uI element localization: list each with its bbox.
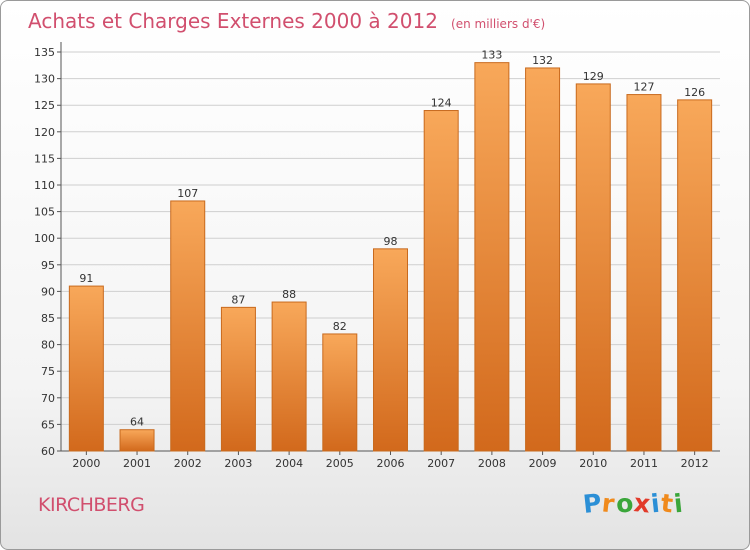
data-label-2010: 129 [583,70,604,83]
x-tick-label-2003: 2003 [224,457,252,470]
data-label-2007: 124 [431,97,452,110]
y-tick-label: 130 [34,73,55,86]
data-label-2002: 107 [177,187,198,200]
bar-2001 [119,429,155,452]
x-tick-label-2000: 2000 [72,457,100,470]
bar-2003 [220,306,256,452]
x-tick-label-2007: 2007 [427,457,455,470]
bar-2002 [170,200,206,452]
data-label-2004: 88 [282,288,296,301]
x-tick-label-2006: 2006 [377,457,405,470]
data-label-2011: 127 [633,81,654,94]
bar-2004 [271,301,307,452]
bar-2008 [474,62,510,452]
proxiti-logo[interactable]: Proxiti [582,488,685,519]
bar-2012 [677,99,713,452]
x-tick-label-2002: 2002 [174,457,202,470]
y-tick-label: 105 [34,206,55,219]
y-tick-label: 115 [34,152,55,165]
bar-2010 [575,83,611,452]
logo-letter: i [672,488,685,519]
y-tick-label: 135 [34,46,55,59]
x-tick-label-2001: 2001 [123,457,151,470]
data-label-2008: 133 [481,49,502,62]
bar-2000 [68,285,104,452]
y-tick-label: 85 [41,312,55,325]
x-tick-label-2012: 2012 [681,457,709,470]
x-tick-label-2011: 2011 [630,457,658,470]
data-label-2003: 87 [231,293,245,306]
y-tick-label: 65 [41,418,55,431]
data-label-2005: 82 [333,320,347,333]
data-labels: 91 64 107 87 88 82 98 124 133 132 129 127 126 [79,49,705,429]
x-tick-label-2008: 2008 [478,457,506,470]
data-label-2006: 98 [384,235,398,248]
y-tick-label: 70 [41,392,55,405]
data-label-2000: 91 [79,272,93,285]
bar-2009 [525,67,561,452]
y-tick-label: 80 [41,339,55,352]
y-tick-label: 100 [34,232,55,245]
x-tick-label-2005: 2005 [326,457,354,470]
x-axis: 2000 2001 2002 2003 2004 2005 2006 2007 2008 2009… [61,450,720,470]
data-label-2012: 126 [684,86,705,99]
y-tick-label: 120 [34,126,55,139]
y-tick-label: 75 [41,365,55,378]
data-label-2009: 132 [532,54,553,67]
x-tick-label-2010: 2010 [579,457,607,470]
bar-2011 [626,94,662,452]
x-tick-label-2004: 2004 [275,457,303,470]
bar-2005 [322,333,358,452]
y-axis: 60 65 70 75 80 85 90 95 100 105 110 115 120 125 130 135 [34,42,62,458]
town-name: KIRCHBERG [38,494,145,516]
bar-2006 [373,248,408,452]
y-tick-label: 95 [41,259,55,272]
bar-2007 [423,110,459,452]
data-label-2001: 64 [130,416,144,429]
x-tick-label-2009: 2009 [529,457,557,470]
chart-subtitle: (en milliers d'€) [451,17,546,31]
y-tick-label: 90 [41,285,55,298]
y-tick-label: 60 [41,445,55,458]
y-tick-label: 110 [34,179,55,192]
title-row: Achats et Charges Externes 2000 à 2012 (… [28,9,545,33]
bars [68,62,713,452]
y-tick-label: 125 [34,99,55,112]
chart-title: Achats et Charges Externes 2000 à 2012 [28,9,438,33]
